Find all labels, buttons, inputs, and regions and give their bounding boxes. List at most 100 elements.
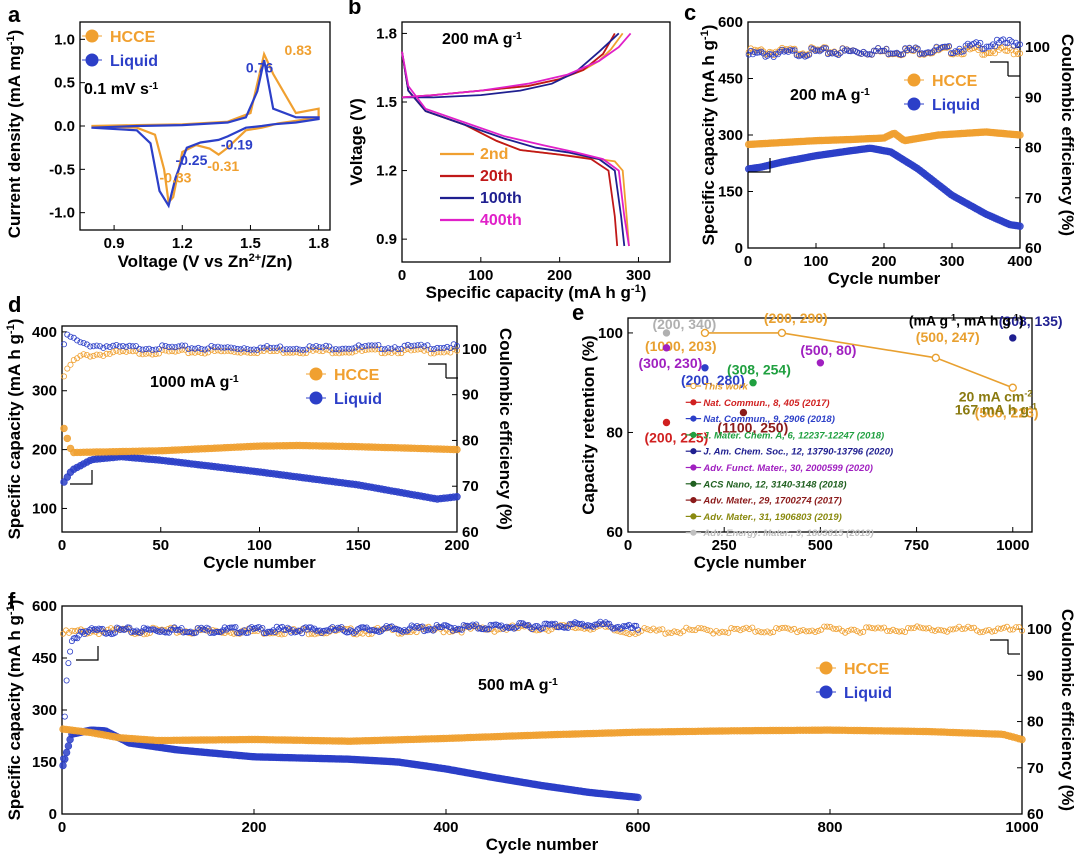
reference-marker: [662, 344, 671, 352]
ce-marker-hcce: [332, 349, 339, 356]
ce-marker-liquid: [83, 341, 90, 348]
ce-marker-liquid: [1000, 36, 1007, 43]
ce-marker-hcce: [914, 623, 921, 630]
this-work-point-label: (500, 247): [916, 329, 980, 345]
ce-marker-liquid: [234, 345, 241, 352]
panel-b: 0 100 200 300 0.9 1.2 1.5 1.8 b Specific capacity…: [347, 0, 671, 302]
ce-marker-hcce: [303, 349, 310, 356]
ce-marker-hcce: [860, 628, 867, 635]
ce-marker-hcce: [283, 349, 290, 356]
ce-marker-liquid: [822, 45, 829, 52]
x-tick-label: 0: [624, 537, 632, 554]
ce-marker-hcce: [887, 628, 894, 635]
ce-marker-hcce: [201, 350, 208, 357]
ce-marker-hcce: [427, 350, 434, 357]
y-tick-label: 600: [32, 598, 57, 615]
ce-marker-hcce: [671, 628, 678, 635]
ce-marker-hcce: [965, 623, 972, 630]
legend-label: Nat. Commun., 8, 405 (2017): [703, 398, 829, 409]
y2-tick-label: 60: [462, 524, 479, 541]
ce-marker-liquid: [332, 346, 339, 353]
ce-marker-hcce: [77, 352, 84, 359]
ce-marker-liquid: [231, 345, 238, 352]
ce-marker-liquid: [1010, 42, 1017, 49]
ce-marker-hcce: [680, 628, 687, 635]
ce-marker-hcce: [752, 628, 759, 635]
y-tick-label: 1.2: [376, 163, 397, 180]
ce-marker-liquid: [300, 346, 307, 353]
ce-marker-liquid: [399, 628, 406, 635]
reference-point-label: (308, 135): [999, 313, 1063, 329]
x-tick-label: 1000: [996, 537, 1029, 554]
ce-marker-hcce: [290, 349, 297, 356]
ce-marker-hcce: [818, 626, 825, 633]
ce-marker-liquid: [244, 346, 251, 353]
x-axis-label: Specific capacity (mA h g-1): [426, 283, 647, 302]
y-tick-label: -0.5: [49, 161, 75, 178]
ce-marker-liquid: [61, 713, 68, 720]
ce-marker-hcce: [185, 350, 192, 357]
reference-point-label: (500, 80): [800, 342, 856, 358]
ce-marker-hcce: [917, 624, 924, 631]
ce-marker-liquid: [313, 627, 320, 634]
ce-marker-liquid: [877, 48, 884, 55]
ce-marker-liquid: [954, 48, 961, 55]
ce-marker-hcce: [275, 630, 282, 637]
ce-marker-liquid: [831, 49, 838, 56]
x-tick-label: 150: [346, 537, 371, 554]
ce-marker-hcce: [746, 626, 753, 633]
ce-marker-hcce: [764, 628, 771, 635]
ce-marker-hcce: [100, 352, 107, 359]
ce-marker-liquid: [284, 624, 291, 631]
ce-marker-liquid: [67, 333, 74, 340]
ce-marker-hcce: [188, 349, 195, 356]
ce-marker-hcce: [378, 350, 385, 357]
ce-marker-hcce: [989, 48, 996, 55]
ce-marker-hcce: [923, 625, 930, 632]
legend-label: This work: [703, 382, 748, 393]
ce-marker-liquid: [237, 346, 244, 353]
legend-hcce-label: HCCE: [110, 29, 156, 46]
ce-marker-liquid: [403, 628, 410, 635]
ce-marker-liquid: [747, 47, 754, 54]
ce-marker-liquid: [440, 622, 447, 629]
ce-marker-hcce: [60, 630, 67, 637]
ce-marker-liquid: [136, 345, 143, 352]
ce-marker-liquid: [444, 343, 451, 350]
ce-marker-liquid: [159, 342, 166, 349]
ce-marker-liquid: [211, 344, 218, 351]
ce-marker-hcce: [683, 624, 690, 631]
y2-tick-label: 60: [1025, 240, 1042, 257]
ce-marker-liquid: [900, 51, 907, 58]
ce-marker-liquid: [191, 345, 198, 352]
condition-note: 167 mA h g-1: [955, 402, 1037, 418]
ce-marker-hcce: [987, 50, 994, 57]
ce-marker-liquid: [194, 625, 201, 632]
ce-marker-hcce: [959, 626, 966, 633]
ce-marker-liquid: [404, 627, 411, 634]
y2-tick-label: 70: [1025, 190, 1042, 207]
ce-marker-hcce: [300, 350, 307, 357]
ce-marker-liquid: [306, 343, 313, 350]
legend-marker: [690, 448, 697, 455]
ce-marker-hcce: [773, 625, 780, 632]
ce-marker-hcce: [372, 346, 379, 353]
ce-marker-hcce: [191, 629, 198, 636]
ce-marker-hcce: [677, 630, 684, 637]
ce-marker-liquid: [791, 47, 798, 54]
ce-marker-liquid: [469, 621, 476, 628]
ce-marker-hcce: [689, 627, 696, 634]
ce-marker-hcce: [878, 625, 885, 632]
plot-frame: [401, 21, 671, 263]
ce-marker-hcce: [782, 624, 789, 631]
ce-marker-hcce: [309, 347, 316, 354]
ce-marker-liquid: [381, 346, 388, 353]
charge-curve-400th: [401, 32, 632, 99]
ce-marker-hcce: [902, 629, 909, 636]
ce-marker-liquid: [116, 343, 123, 350]
ce-marker-hcce: [545, 627, 552, 634]
ce-marker-hcce: [617, 628, 624, 635]
ce-marker-liquid: [464, 622, 471, 629]
y-tick-label: 1.5: [376, 94, 397, 111]
y-tick-label: 0.9: [376, 231, 397, 248]
